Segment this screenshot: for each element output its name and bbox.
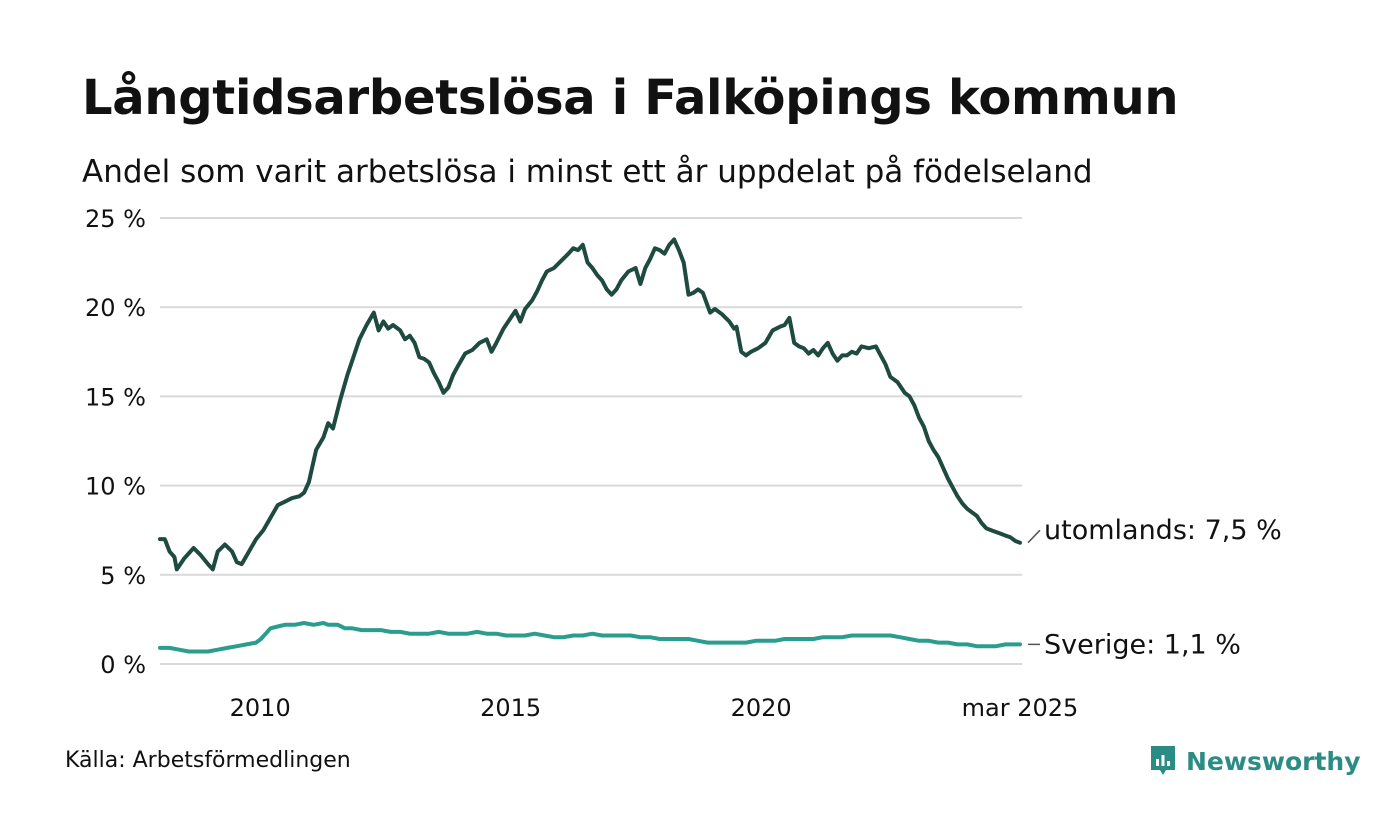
x-axis-ticks: 2010 2015 2020 mar 2025: [230, 694, 1079, 722]
y-tick-label: 15 %: [85, 383, 146, 411]
x-tick-label: 2020: [731, 694, 792, 722]
chart-title: Långtidsarbetslösa i Falköpings kommun: [82, 70, 1179, 126]
newsworthy-logo-icon: [1151, 746, 1175, 775]
x-tick-label: mar 2025: [962, 694, 1079, 722]
x-tick-label: 2015: [480, 694, 541, 722]
source-note: Källa: Arbetsförmedlingen: [65, 748, 351, 773]
y-axis-ticks: 0 % 5 % 10 % 15 % 20 % 25 %: [85, 205, 146, 679]
end-label-sverige: Sverige: 1,1 %: [1044, 629, 1241, 660]
chart-subtitle: Andel som varit arbetslösa i minst ett å…: [82, 154, 1093, 190]
y-tick-label: 0 %: [100, 651, 146, 679]
y-tick-label: 20 %: [85, 294, 146, 322]
x-tick-label: 2010: [230, 694, 291, 722]
end-label-connector: [1027, 529, 1041, 544]
end-label-utomlands: utomlands: 7,5 %: [1044, 515, 1282, 546]
grid-lines: [160, 217, 1022, 665]
brand-logo[interactable]: Newsworthy: [1148, 744, 1361, 778]
series-line-utomlands: [158, 237, 1022, 572]
series-lines: [158, 237, 1022, 654]
y-tick-label: 10 %: [85, 473, 146, 501]
y-tick-label: 25 %: [85, 205, 146, 233]
brand-name: Newsworthy: [1186, 746, 1361, 776]
series-end-labels: utomlands: 7,5 % Sverige: 1,1 %: [1027, 515, 1282, 660]
series-line-sverige: [158, 621, 1022, 654]
y-tick-label: 5 %: [100, 562, 146, 590]
